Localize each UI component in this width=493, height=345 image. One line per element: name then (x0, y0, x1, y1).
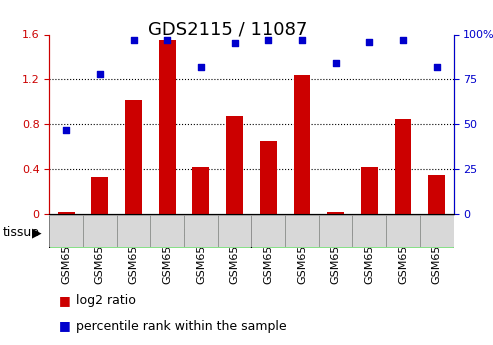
FancyBboxPatch shape (251, 216, 454, 248)
Text: ▶: ▶ (32, 226, 42, 239)
Point (399, 37, 407, 43)
Text: GDS2115 / 11087: GDS2115 / 11087 (148, 21, 307, 39)
FancyBboxPatch shape (49, 216, 251, 248)
Bar (91, 177, 108, 214)
Bar (361, 167, 378, 214)
FancyBboxPatch shape (386, 215, 420, 247)
FancyBboxPatch shape (319, 215, 352, 247)
Bar (428, 175, 445, 214)
FancyBboxPatch shape (117, 215, 150, 247)
FancyBboxPatch shape (420, 215, 454, 247)
Bar (260, 141, 277, 214)
Bar (293, 75, 311, 214)
FancyBboxPatch shape (218, 215, 251, 247)
Point (96, 71, 104, 77)
Bar (192, 167, 210, 214)
FancyBboxPatch shape (83, 215, 117, 247)
Text: log2 ratio: log2 ratio (76, 294, 136, 307)
FancyBboxPatch shape (184, 215, 218, 247)
Point (365, 39, 373, 45)
Point (197, 64, 205, 70)
Bar (226, 116, 243, 214)
FancyBboxPatch shape (352, 215, 386, 247)
Text: tissue: tissue (2, 226, 39, 239)
Point (298, 37, 306, 43)
Bar (58, 211, 74, 214)
Bar (327, 211, 344, 214)
FancyBboxPatch shape (49, 215, 83, 247)
Text: ■: ■ (59, 319, 71, 333)
Text: terminal end bud: terminal end bud (97, 226, 204, 238)
Text: percentile rank within the sample: percentile rank within the sample (76, 319, 287, 333)
Point (163, 37, 171, 43)
Point (264, 37, 272, 43)
FancyBboxPatch shape (251, 215, 285, 247)
Bar (159, 40, 176, 214)
Point (62, 127, 70, 132)
Point (433, 64, 441, 70)
Point (130, 37, 138, 43)
Text: ■: ■ (59, 294, 71, 307)
FancyBboxPatch shape (285, 215, 319, 247)
Point (332, 60, 340, 66)
Text: duct: duct (339, 226, 366, 238)
Point (231, 41, 239, 46)
FancyBboxPatch shape (150, 215, 184, 247)
Bar (125, 99, 142, 214)
Bar (394, 119, 412, 214)
